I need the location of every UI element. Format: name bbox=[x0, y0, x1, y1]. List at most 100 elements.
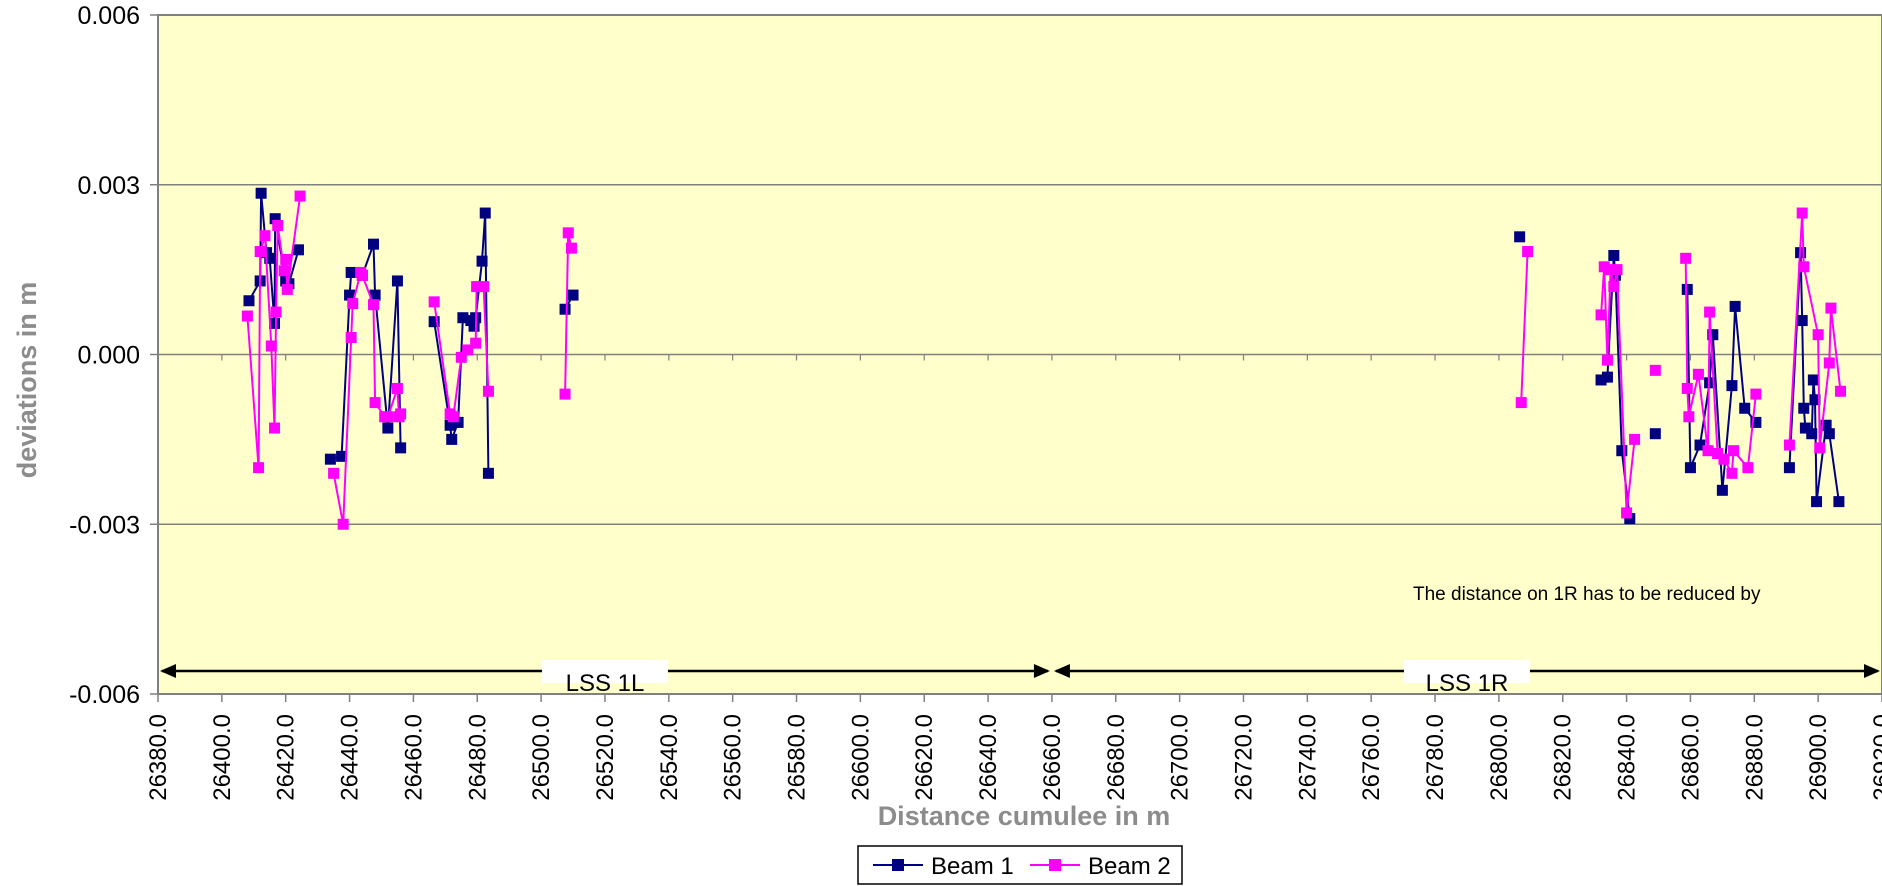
series-1-point-1-6 bbox=[368, 299, 379, 311]
series-1-point-8-5 bbox=[1823, 357, 1835, 369]
series-1-point-3-2 bbox=[565, 242, 577, 254]
series-0-point-5-2 bbox=[1608, 249, 1620, 261]
series-0-point-2-8 bbox=[476, 255, 488, 267]
x-tick-label-7: 26520.0 bbox=[592, 714, 619, 801]
series-0-point-7-2 bbox=[1694, 439, 1706, 451]
series-0-point-6-0 bbox=[1649, 428, 1661, 440]
region-0: LSS 1L bbox=[160, 660, 1050, 697]
series-1-point-1-2 bbox=[345, 332, 357, 344]
series-1-point-8-3 bbox=[1812, 329, 1824, 341]
x-tick-label-4: 26460.0 bbox=[400, 714, 427, 801]
series-1-point-2-4 bbox=[462, 344, 474, 356]
series-1-point-0-11 bbox=[294, 190, 306, 202]
x-tick-label-23: 26840.0 bbox=[1614, 714, 1641, 801]
region-label-box-0 bbox=[541, 660, 668, 683]
legend-label-beam-2: Beam 2 bbox=[1088, 853, 1171, 880]
series-0-point-0-4 bbox=[264, 252, 276, 264]
series-0-point-2-1 bbox=[444, 419, 456, 431]
series-1-point-8-2 bbox=[1798, 261, 1810, 273]
series-0-point-8-0 bbox=[1783, 462, 1795, 474]
y-tick-label-2: 0.000 bbox=[77, 342, 140, 370]
series-1-point-5-1 bbox=[1598, 261, 1610, 273]
series-1-point-1-9 bbox=[382, 411, 394, 423]
series-0-point-7-0 bbox=[1681, 283, 1693, 295]
series-0-point-4-0 bbox=[1514, 231, 1526, 243]
series-1-point-2-8 bbox=[482, 385, 494, 397]
series-0-point-1-7 bbox=[382, 422, 394, 434]
series-1-point-2-5 bbox=[470, 337, 482, 349]
series-0-point-1-8 bbox=[391, 275, 403, 287]
series-1-point-2-0 bbox=[428, 296, 440, 308]
series-1-point-7-9 bbox=[1728, 445, 1740, 457]
x-tick-label-5: 26480.0 bbox=[464, 714, 491, 801]
series-0-point-5-4 bbox=[1616, 445, 1628, 457]
series-1-point-1-7 bbox=[369, 397, 381, 409]
series-0-point-2-0 bbox=[428, 316, 440, 328]
x-tick-label-17: 26720.0 bbox=[1230, 714, 1257, 801]
series-1-point-0-8 bbox=[278, 265, 290, 277]
x-tick-label-22: 26820.0 bbox=[1550, 714, 1577, 801]
series-1-point-1-3 bbox=[347, 298, 359, 310]
series-0-point-1-0 bbox=[324, 453, 336, 465]
series-1-point-0-9 bbox=[280, 253, 292, 265]
series-0-point-0-5 bbox=[269, 317, 281, 329]
series-1-point-1-5 bbox=[356, 269, 368, 281]
series-0-line-7 bbox=[1686, 289, 1757, 491]
series-0-point-8-2 bbox=[1796, 315, 1808, 327]
series-0-point-8-7 bbox=[1809, 394, 1821, 406]
legend-marker-beam-2 bbox=[1049, 859, 1061, 871]
series-0-point-8-5 bbox=[1806, 428, 1818, 440]
x-tick-label-2: 26420.0 bbox=[273, 714, 300, 801]
y-axis-ticks: 0.006 0.003 0.000 -0.003 -0.006 bbox=[69, 2, 158, 709]
series-1-point-5-0 bbox=[1595, 309, 1607, 321]
y-tick-label-4: -0.006 bbox=[69, 681, 140, 709]
series-0-line-1 bbox=[330, 243, 402, 461]
series-0-point-2-10 bbox=[482, 467, 494, 479]
series-1-point-7-8 bbox=[1726, 467, 1738, 479]
series-1-point-2-2 bbox=[447, 411, 459, 423]
series-1-point-0-6 bbox=[270, 306, 282, 318]
series-1 bbox=[241, 190, 1846, 530]
series-1-point-0-2 bbox=[254, 246, 266, 258]
series-1-point-0-7 bbox=[272, 219, 284, 231]
series-1-point-2-6 bbox=[471, 281, 483, 293]
series-0-point-1-9 bbox=[395, 442, 407, 454]
x-tick-label-18: 26740.0 bbox=[1294, 714, 1321, 801]
series-1-point-2-3 bbox=[455, 351, 467, 363]
series-1-point-7-5 bbox=[1704, 306, 1716, 318]
series-1-point-8-0 bbox=[1783, 439, 1795, 451]
region-arrow-head-right-1 bbox=[1864, 664, 1880, 678]
series-1-point-1-0 bbox=[328, 467, 340, 479]
x-axis-title: Distance cumulee in m bbox=[878, 801, 1171, 831]
x-tick-label-19: 26760.0 bbox=[1358, 714, 1385, 801]
series-0-point-0-2 bbox=[255, 187, 267, 199]
series-0-point-8-9 bbox=[1820, 419, 1832, 431]
series-1-line-5 bbox=[1600, 266, 1636, 514]
series-0-point-2-4 bbox=[457, 312, 469, 324]
series-0-point-8-3 bbox=[1798, 402, 1810, 414]
series-0-point-5-5 bbox=[1624, 513, 1636, 525]
series-0-point-0-6 bbox=[269, 213, 281, 225]
series-1-point-8-1 bbox=[1796, 207, 1808, 219]
x-tick-label-21: 26800.0 bbox=[1486, 714, 1513, 801]
x-tick-label-26: 26900.0 bbox=[1805, 714, 1832, 801]
series-1-point-7-10 bbox=[1742, 462, 1754, 474]
series-1-point-5-3 bbox=[1605, 264, 1617, 276]
series-1-point-5-7 bbox=[1629, 433, 1641, 445]
legend-marker-beam-1 bbox=[892, 859, 904, 871]
x-tick-label-0: 26380.0 bbox=[145, 714, 172, 801]
region-label-0: LSS 1L bbox=[566, 670, 645, 697]
series-0-point-7-4 bbox=[1707, 329, 1719, 341]
region-1: LSS 1R bbox=[1053, 660, 1880, 697]
series-0-point-8-10 bbox=[1823, 428, 1835, 440]
series-1-point-0-0 bbox=[241, 310, 253, 322]
x-tick-label-1: 26400.0 bbox=[209, 714, 236, 801]
series-1-point-0-5 bbox=[269, 422, 281, 434]
series-0-point-2-3 bbox=[452, 416, 464, 428]
x-tick-label-24: 26860.0 bbox=[1677, 714, 1704, 801]
legend-item-beam-2: Beam 2 bbox=[1030, 853, 1171, 880]
series-0-point-8-11 bbox=[1833, 496, 1845, 508]
series-1-point-7-11 bbox=[1750, 388, 1762, 400]
series-layer bbox=[241, 187, 1846, 530]
